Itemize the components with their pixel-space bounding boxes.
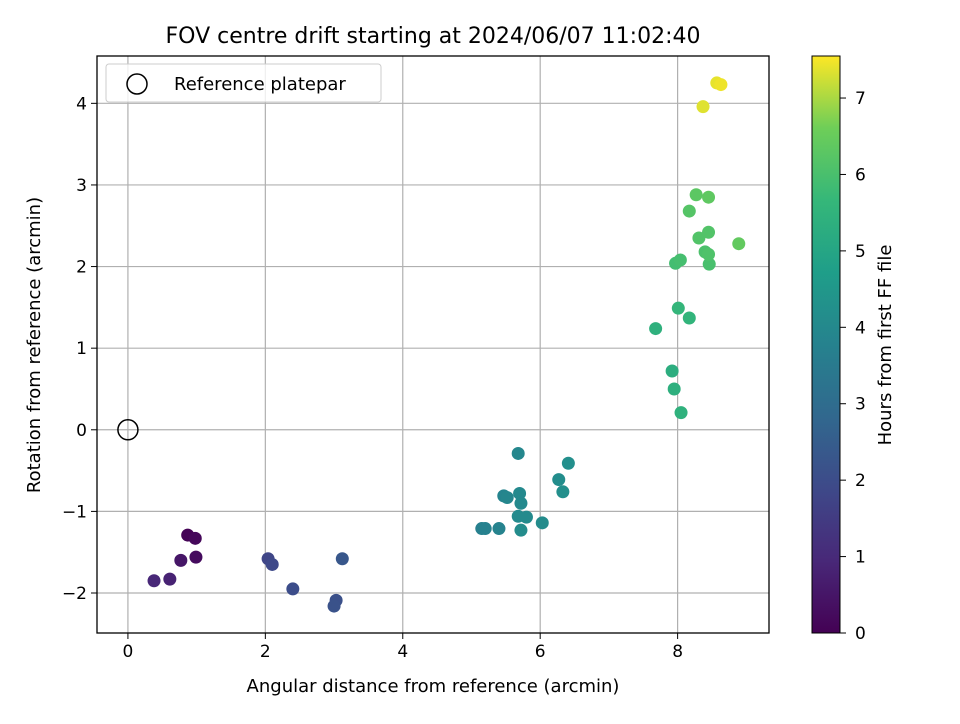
chart-title: FOV centre drift starting at 2024/06/07 …: [166, 24, 701, 49]
data-point: [335, 552, 349, 566]
y-axis-ticks: −2 −1 0 1 2 3 4: [62, 94, 97, 604]
data-point: [674, 406, 688, 420]
data-point: [702, 257, 716, 271]
data-point: [147, 574, 161, 588]
data-point: [286, 582, 300, 596]
y-tick-label: 2: [76, 258, 87, 278]
colorbar-tick-label: 6: [855, 165, 866, 185]
data-point: [511, 446, 525, 460]
data-point: [561, 456, 575, 470]
data-point: [265, 557, 279, 571]
legend-marker-icon: [126, 73, 148, 95]
plot-frame: [96, 55, 770, 634]
data-point: [667, 382, 681, 396]
data-point: [174, 553, 188, 567]
data-point: [556, 485, 570, 499]
y-tick-label: 4: [76, 94, 87, 114]
data-point: [673, 253, 687, 267]
data-point: [649, 322, 663, 336]
data-point: [519, 510, 533, 524]
data-point: [682, 311, 696, 325]
data-point: [689, 188, 703, 202]
colorbar-tick-label: 0: [855, 624, 866, 644]
data-point: [189, 550, 203, 564]
data-point: [188, 531, 202, 545]
colorbar-tick-label: 2: [855, 471, 866, 491]
colorbar-tick-label: 1: [855, 548, 866, 568]
data-point: [692, 231, 706, 245]
data-point: [714, 78, 728, 92]
legend: Reference platepar: [105, 63, 382, 103]
data-point: [552, 473, 566, 487]
legend-entry-label: Reference platepar: [174, 74, 346, 95]
y-tick-label: −2: [62, 584, 87, 604]
data-point: [500, 491, 514, 505]
data-point: [671, 301, 685, 315]
y-tick-label: 1: [76, 339, 87, 359]
data-point: [702, 225, 716, 239]
colorbar-tick-label: 3: [855, 395, 866, 415]
reference-marker: [117, 419, 139, 441]
data-point: [492, 522, 506, 536]
data-point: [514, 523, 528, 537]
data-point: [702, 190, 716, 204]
data-point: [327, 599, 341, 613]
reference-point: [117, 419, 139, 441]
data-point: [696, 100, 710, 114]
data-point: [702, 247, 716, 261]
data-point: [514, 496, 528, 510]
colorbar-label: Hours from first FF file: [875, 245, 896, 446]
y-tick-label: 0: [76, 421, 87, 441]
x-tick-label: 4: [397, 642, 408, 662]
x-tick-label: 2: [260, 642, 271, 662]
data-points: [147, 76, 746, 613]
x-tick-label: 0: [123, 642, 134, 662]
data-point: [478, 522, 492, 536]
colorbar-ticks: 0 1 2 3 4 5 6 7: [840, 89, 866, 644]
data-point: [665, 364, 679, 378]
y-tick-label: 3: [76, 176, 87, 196]
data-point: [535, 516, 549, 530]
y-tick-label: −1: [62, 502, 87, 522]
data-point: [513, 486, 527, 500]
data-point: [682, 204, 696, 218]
grid-lines: [97, 56, 769, 633]
y-axis-label: Rotation from reference (arcmin): [24, 197, 45, 493]
colorbar-tick-label: 7: [855, 89, 866, 109]
colorbar: [811, 55, 841, 634]
data-point: [163, 572, 177, 586]
x-axis-ticks: 0 2 4 6 8: [123, 633, 683, 662]
x-tick-label: 6: [535, 642, 546, 662]
colorbar-tick-label: 5: [855, 242, 866, 262]
legend-box: [105, 63, 382, 103]
x-tick-label: 8: [672, 642, 683, 662]
x-axis-label: Angular distance from reference (arcmin): [247, 676, 620, 697]
colorbar-tick-label: 4: [855, 318, 866, 338]
data-point: [732, 237, 746, 251]
